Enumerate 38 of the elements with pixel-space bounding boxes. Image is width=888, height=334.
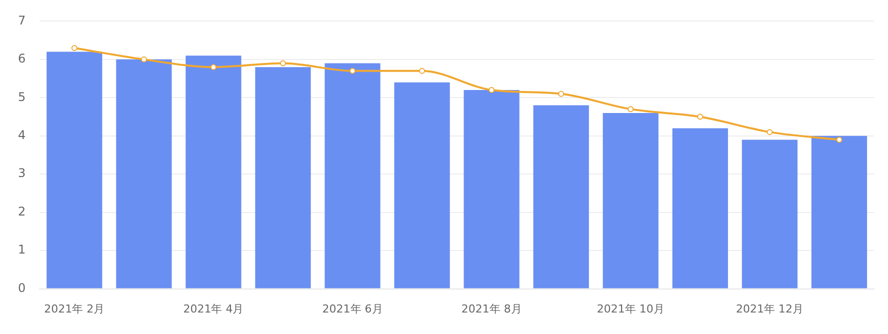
bar: [602, 112, 658, 288]
bar: [324, 63, 380, 288]
point: [628, 106, 634, 112]
y-tick-label: 4: [18, 128, 26, 142]
bar: [46, 52, 102, 288]
y-tick-label: 6: [18, 52, 26, 66]
y-tick-label: 0: [18, 280, 26, 295]
point: [766, 129, 773, 136]
bar: [811, 136, 868, 288]
x-tick-label: 2021年 6月: [322, 302, 383, 316]
point: [350, 68, 356, 74]
bar: [742, 140, 798, 288]
x-tick-label: 2021年 12月: [736, 302, 804, 316]
point: [71, 44, 78, 51]
point: [488, 87, 495, 94]
bar: [116, 59, 172, 288]
bar: [533, 105, 589, 288]
point: [210, 64, 216, 70]
bar: [394, 82, 450, 288]
point: [558, 90, 564, 97]
y-tick-label: 2: [18, 204, 26, 218]
x-tick-label: 2021年 2月: [44, 302, 105, 316]
point: [697, 114, 704, 120]
y-tick-label: 7: [18, 13, 26, 28]
x-tick-label: 2021年 8月: [461, 302, 522, 316]
y-tick-label: 5: [18, 90, 26, 104]
bar: [464, 90, 520, 288]
bar: [255, 67, 311, 288]
y-tick-label: 3: [18, 166, 26, 180]
y-tick-label: 1: [18, 242, 26, 257]
x-tick-label: 2021年 4月: [183, 302, 244, 316]
x-tick-label: 2021年 10月: [596, 302, 664, 316]
point: [140, 56, 147, 62]
point: [836, 136, 842, 143]
point: [280, 60, 286, 66]
bar: [186, 56, 242, 288]
point: [419, 68, 426, 74]
bar: [672, 128, 728, 288]
